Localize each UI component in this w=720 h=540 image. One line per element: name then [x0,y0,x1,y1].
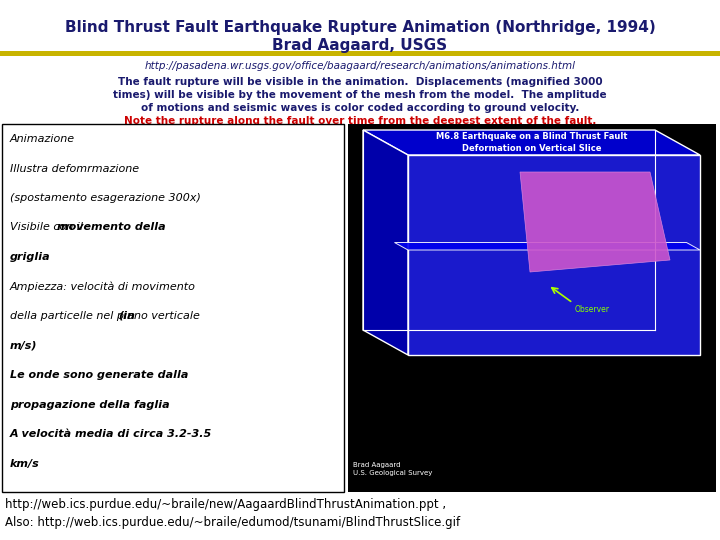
Text: M6.8 Earthquake on a Blind Thrust Fault: M6.8 Earthquake on a Blind Thrust Fault [436,132,628,141]
Text: propagazione della faglia: propagazione della faglia [10,400,170,409]
Text: della particelle nel piano verticale: della particelle nel piano verticale [10,311,203,321]
Text: http://web.ics.purdue.edu/~braile/new/AagaardBlindThrustAnimation.ppt ,: http://web.ics.purdue.edu/~braile/new/Aa… [5,498,446,511]
Text: Deformation on Vertical Slice: Deformation on Vertical Slice [462,144,602,153]
Text: Illustra defomrmazione: Illustra defomrmazione [10,164,139,173]
Text: Animazione: Animazione [10,134,75,144]
Text: movemento della: movemento della [57,222,166,233]
Polygon shape [520,172,670,272]
Polygon shape [363,130,700,155]
Text: of motions and seismic waves is color coded according to ground velocity.: of motions and seismic waves is color co… [141,103,579,113]
Bar [0,51,720,56]
Text: Also: http://web.ics.purdue.edu/~braile/edumod/tsunami/BlindThrustSlice.gif: Also: http://web.ics.purdue.edu/~braile/… [5,516,460,529]
Text: m/s): m/s) [10,341,37,350]
Text: Observer: Observer [575,305,610,314]
Text: Brad Aagaard, USGS: Brad Aagaard, USGS [272,38,448,53]
Polygon shape [395,242,700,250]
Text: Note the rupture along the fault over time from the deepest extent of the fault.: Note the rupture along the fault over ti… [124,116,596,126]
Text: The fault rupture will be visible in the animation.  Displacements (magnified 30: The fault rupture will be visible in the… [117,77,603,87]
Text: Le onde sono generate dalla: Le onde sono generate dalla [10,370,189,380]
Text: km/s: km/s [10,458,40,469]
FancyBboxPatch shape [2,124,344,492]
Text: Visibile con il: Visibile con il [10,222,86,233]
Text: Brad Aagaard
U.S. Geological Survey: Brad Aagaard U.S. Geological Survey [353,462,433,476]
Text: times) will be visible by the movement of the mesh from the model.  The amplitud: times) will be visible by the movement o… [113,90,607,100]
Text: (in: (in [118,311,135,321]
Text: A velocità media di circa 3.2-3.5: A velocità media di circa 3.2-3.5 [10,429,212,439]
Bar [348,124,716,492]
Text: (spostamento esagerazione 300x): (spostamento esagerazione 300x) [10,193,201,203]
Text: Blind Thrust Fault Earthquake Rupture Animation (Northridge, 1994): Blind Thrust Fault Earthquake Rupture An… [65,20,655,35]
Polygon shape [408,155,700,355]
Text: http://pasadena.wr.usgs.gov/office/baagaard/research/animations/animations.html: http://pasadena.wr.usgs.gov/office/baaga… [145,61,575,71]
Polygon shape [363,130,408,355]
Text: griglia: griglia [10,252,50,262]
Text: Ampiezza: velocità di movimento: Ampiezza: velocità di movimento [10,281,196,292]
